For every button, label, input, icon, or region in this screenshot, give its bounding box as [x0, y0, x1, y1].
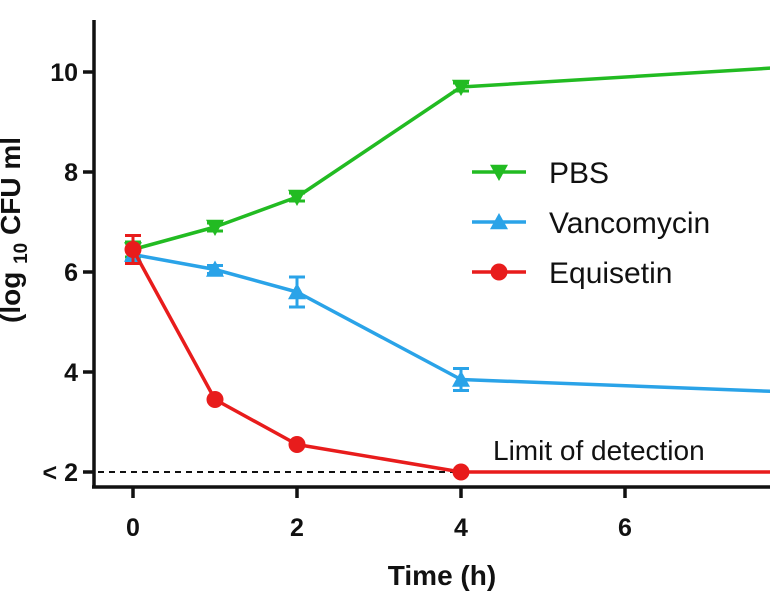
- x-axis-title: Time (h): [388, 560, 496, 591]
- legend-marker-equisetin: [490, 263, 508, 281]
- equisetin-point: [452, 463, 470, 481]
- x-tick-label: 6: [618, 514, 632, 542]
- equisetin-point: [124, 241, 142, 258]
- legend-marker-pbs: [490, 164, 508, 181]
- y-axis-title-rest: CFU ml: [0, 137, 26, 243]
- series-equisetin: [124, 234, 770, 481]
- y-axis-title-subscript: 10: [11, 243, 32, 264]
- series-layer: [124, 66, 770, 481]
- vancomycin-point: [288, 283, 306, 300]
- x-ticks: 0 2 4 6: [126, 487, 632, 542]
- legend-label-pbs: PBS: [549, 157, 609, 190]
- x-tick-label: 4: [454, 514, 468, 542]
- legend-item-pbs: PBS: [472, 157, 609, 190]
- vancomycin-point: [206, 260, 224, 277]
- pbs-point: [206, 219, 224, 236]
- equisetin-point: [206, 391, 224, 408]
- equisetin-point: [288, 436, 306, 453]
- legend-marker-vancomycin: [490, 213, 508, 230]
- pbs-point: [452, 79, 470, 96]
- y-tick-label: 6: [64, 259, 78, 287]
- y-axis-title: (log 10 CFU ml: [0, 137, 32, 323]
- y-tick-label: 10: [50, 59, 78, 87]
- vancomycin-line: [132, 252, 770, 394]
- legend: PBS Vancomycin Equisetin: [472, 157, 710, 290]
- legend-item-equisetin: Equisetin: [472, 257, 672, 290]
- y-tick-label: < 2: [43, 459, 78, 487]
- pbs-point: [288, 189, 306, 206]
- y-tick-label: 8: [64, 159, 78, 187]
- series-vancomycin: [124, 245, 770, 394]
- legend-label-equisetin: Equisetin: [549, 257, 672, 290]
- y-ticks: < 2 4 6 8 10: [43, 59, 94, 487]
- x-tick-label: 0: [126, 514, 140, 542]
- vancomycin-point: [452, 370, 470, 387]
- legend-label-vancomycin: Vancomycin: [549, 207, 710, 240]
- x-tick-label: 2: [290, 514, 304, 542]
- y-tick-label: 4: [64, 359, 78, 387]
- y-axis-title-main: (log: [0, 272, 26, 323]
- detection-limit-label: Limit of detection: [493, 435, 705, 466]
- legend-item-vancomycin: Vancomycin: [472, 207, 710, 240]
